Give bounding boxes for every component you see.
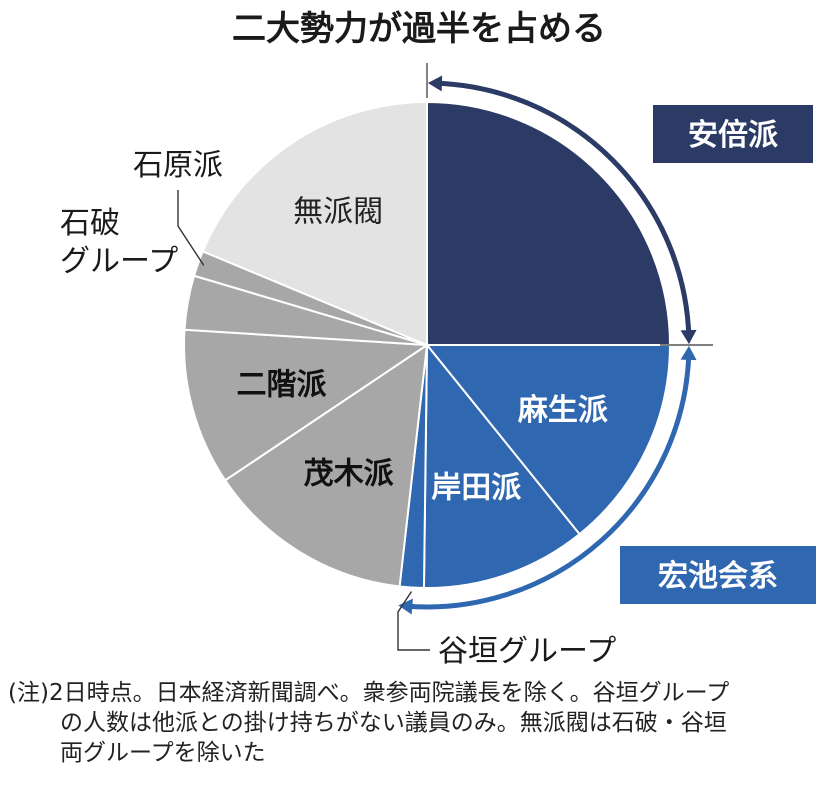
- kochikai-arc-arrow-start: [680, 345, 697, 361]
- slice-label-independent: 無派閥: [293, 195, 383, 230]
- ishihara-leader-line: [177, 190, 205, 266]
- abe-group-arc: [433, 80, 692, 339]
- ishihara-label: 石原派: [133, 148, 223, 183]
- slice-label-nikai: 二階派: [237, 367, 327, 402]
- slice-nikai: [183, 328, 431, 482]
- slice-label-kishida: 岸田派: [431, 470, 521, 505]
- ishiba-label-line-2: グループ: [60, 244, 178, 279]
- kochikai-group-box-label: 宏池会系: [658, 559, 778, 594]
- footnote-line-2: の人数は他派との掛け持ちがない議員のみ。無派閥は石破・谷垣: [60, 710, 727, 736]
- kochikai-group-arc: [404, 351, 692, 610]
- slice-label-motegi: 茂木派: [304, 457, 394, 492]
- chart-title: 二大勢力が過半を占める: [232, 9, 606, 49]
- tanigaki-label: 谷垣グループ: [438, 634, 616, 669]
- footnote: (注)2日時点。日本経済新聞調べ。衆参両院議長を除く。谷垣グループ の人数は他派…: [8, 678, 832, 768]
- slice-abe: [426, 100, 672, 346]
- abe-group-box-label: 安倍派: [688, 118, 778, 153]
- slice-label-aso: 麻生派: [518, 393, 608, 428]
- kochikai-arc-arrow-end: [398, 598, 413, 615]
- ishiba-label-line-1: 石破: [60, 206, 120, 241]
- footnote-line-3: 両グループを除いた: [60, 740, 266, 766]
- slice-independent: [201, 100, 428, 347]
- slice-kishida: [422, 342, 581, 589]
- abe-arc-arrow-end: [680, 329, 697, 345]
- kochikai-group-box: [620, 546, 816, 604]
- abe-group-box: [653, 105, 813, 163]
- slice-motegi: [223, 342, 429, 588]
- footnote-line-1: (注)2日時点。日本経済新聞調べ。衆参両院議長を除く。谷垣グループ: [8, 680, 730, 706]
- slice-aso: [424, 344, 672, 536]
- abe-arc-arrow-start: [427, 75, 443, 92]
- tanigaki-leader-line: [397, 591, 430, 651]
